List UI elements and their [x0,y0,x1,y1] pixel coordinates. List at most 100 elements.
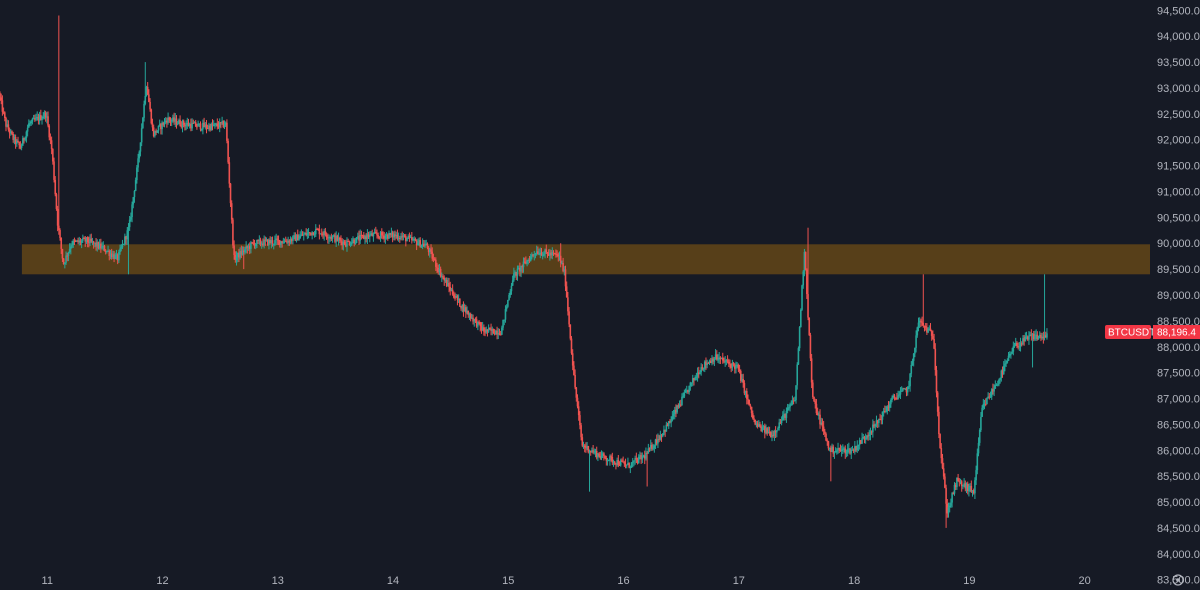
candle-body [166,120,168,123]
candle-body [463,307,466,312]
candle-body [832,446,835,454]
candle-body [430,249,432,252]
candle-body [732,362,735,366]
candle-body [1044,335,1047,338]
candle-body [941,458,944,469]
candle-body [801,285,803,310]
candle-body [729,363,731,365]
candle-body [436,266,438,268]
candle-body [283,240,286,243]
candle-body [52,148,54,162]
candle-body [337,238,340,241]
candle-body [107,250,109,252]
candle-body [204,124,207,128]
candle-body [133,190,136,198]
candle-body [616,460,618,465]
candle-body [661,433,664,437]
candle-body [408,236,411,238]
candle-body [640,455,642,460]
candle-body [830,447,832,452]
candle-body [683,392,686,397]
candle-body [780,420,783,424]
candle-body [601,453,604,456]
candle-body [140,128,143,143]
candle-body [580,425,582,438]
candle-body [947,507,950,514]
candle-body [352,239,354,243]
candle-body [432,258,435,260]
candle-body [407,236,410,239]
candle-body [32,118,35,120]
candle-body [29,123,31,125]
candle-body [475,319,478,327]
chart-settings-icon[interactable] [1172,574,1184,586]
candle-body [1,100,4,112]
candle-body [664,429,666,432]
candle-body [599,456,602,459]
candle-body [803,252,806,272]
y-tick-label: 93,500.0 [1157,57,1200,69]
candle-body [874,424,877,427]
candle-body [551,252,554,256]
candle-body [325,234,328,238]
candle-body [158,124,161,126]
candle-body [25,131,28,139]
candle-body [54,179,57,195]
candle-body [958,481,961,483]
candle-body [197,123,199,127]
candle-body [771,434,773,438]
candle-body [259,239,262,245]
candle-body [278,240,281,245]
candle-body [526,260,528,264]
candle-body [72,240,75,245]
candle-body [570,338,573,354]
candle-body [264,239,267,241]
candle-body [679,404,682,406]
candle-body [459,298,461,307]
candle-body [888,404,891,408]
candle-body [768,431,771,433]
candle-body [974,480,976,494]
time-axis[interactable]: 11 12 13 14 15 16 17 18 19 20 [42,575,1091,587]
candle-body [541,255,544,257]
candle-body [421,243,424,245]
candle-body [822,426,825,432]
candle-body [491,328,494,331]
candle-body [1032,333,1035,340]
candle-body [442,276,444,278]
last-price-badge: BTCUSDT 88,196.4 [1105,325,1200,339]
candle-body [286,241,288,243]
candle-body [190,124,192,129]
candle-body [298,238,300,241]
candle-body [1046,333,1048,338]
candle-body [504,309,507,320]
candle-body [678,404,681,407]
candle-body [988,396,991,398]
candle-body [989,396,992,398]
candle-body [344,244,347,247]
candle-body [419,240,422,248]
candle-body [766,428,769,434]
candle-body [277,239,280,241]
candle-body [533,254,536,256]
candle-body [611,456,614,463]
candle-body [162,122,165,125]
price-axis[interactable]: 94,500.0 94,000.0 93,500.0 93,000.0 92,500.0… [1157,5,1200,586]
candle-body [328,237,330,239]
candle-body [675,409,677,413]
candle-body [727,361,730,364]
candle-body [437,267,440,273]
candle-body [199,123,202,130]
candle-body [356,236,359,238]
candle-body [198,123,201,125]
candle-body [585,447,587,449]
candle-body [748,399,750,406]
candle-body [627,463,629,465]
candle-body [980,416,982,430]
candle-body [101,246,103,249]
candle-body [673,409,676,415]
candle-body [296,234,299,241]
candle-body [902,388,904,391]
candle-body [815,403,818,414]
